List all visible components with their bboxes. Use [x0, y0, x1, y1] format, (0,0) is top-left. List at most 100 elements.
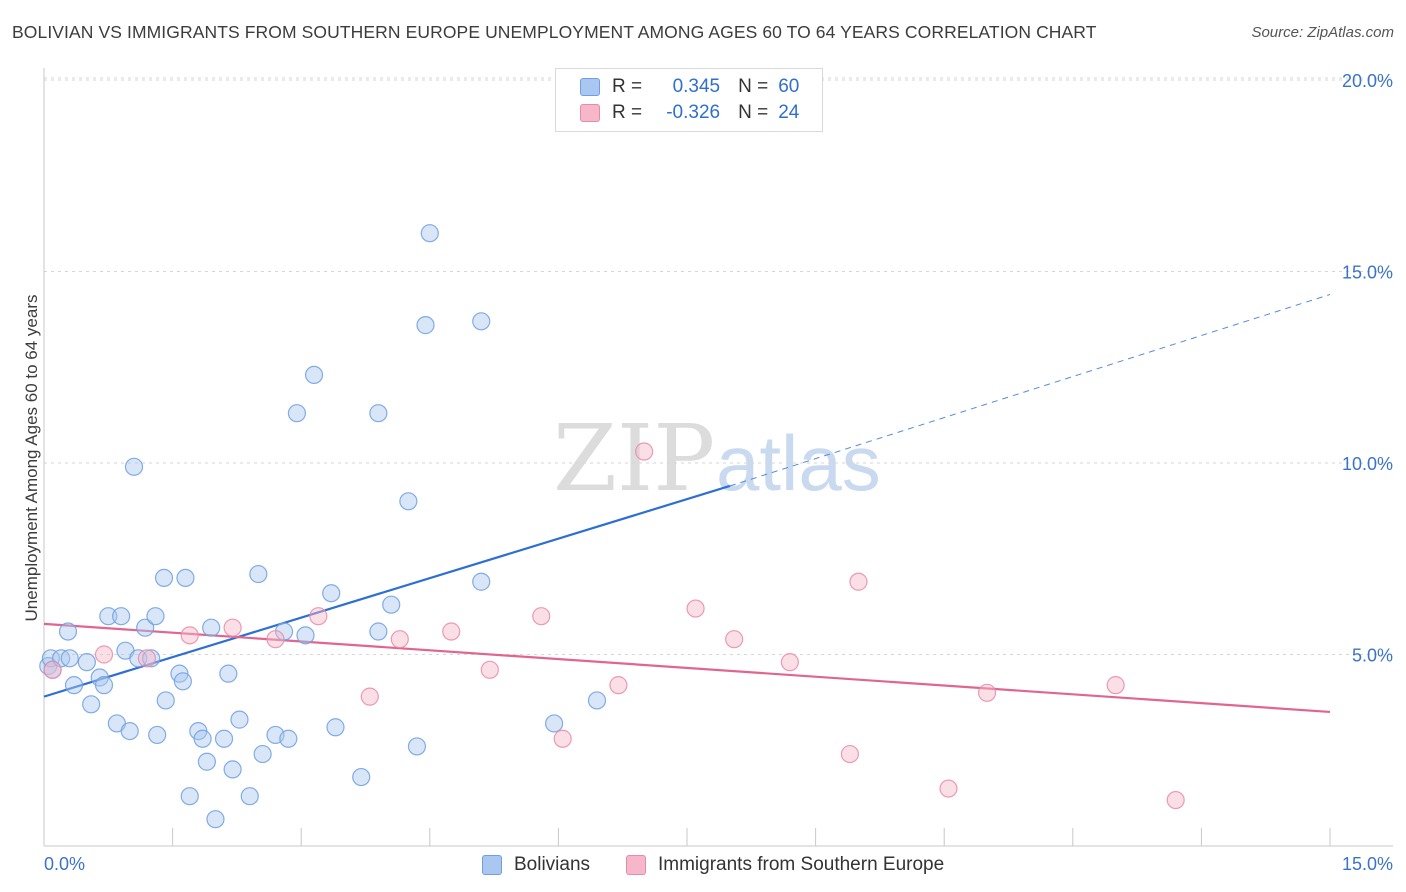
point-bolivians: [249, 564, 268, 584]
legend-r-value: 0.345: [672, 76, 721, 97]
point-bolivians: [60, 649, 79, 668]
trend-line-bolivians-extension: [729, 294, 1331, 487]
point-bolivians: [77, 653, 96, 672]
chart-title: BOLIVIAN VS IMMIGRANTS FROM SOUTHERN EUR…: [12, 22, 1097, 42]
point-bolivians: [173, 672, 192, 691]
point-bolivians: [148, 725, 167, 745]
bottom-legend-swatch-southern-europe: [626, 855, 646, 875]
point-bolivians: [146, 607, 165, 626]
point-bolivians: [206, 810, 225, 829]
point-bolivians: [382, 595, 401, 614]
y-axis-title: Unemployment Among Ages 60 to 64 years: [22, 295, 41, 622]
point-bolivians: [407, 737, 427, 756]
watermark-zip: ZIP: [553, 405, 715, 512]
point-bolivians: [352, 767, 371, 787]
point-bolivians: [176, 568, 195, 588]
legend-n-label: N =: [738, 76, 769, 97]
point-bolivians: [416, 316, 435, 335]
point-bolivians: [296, 626, 315, 645]
point-southern-europe: [780, 653, 799, 672]
point-bolivians: [472, 572, 491, 591]
watermark-atlas: atlas: [716, 419, 881, 507]
bottom-legend-bolivians: Bolivians: [482, 852, 590, 878]
point-bolivians: [587, 691, 607, 710]
point-southern-europe: [1106, 676, 1125, 695]
point-southern-europe: [266, 630, 285, 649]
correlation-legend: R = 0.345 N = 60 R = -0.326 N = 24: [555, 68, 823, 132]
point-bolivians: [142, 649, 161, 668]
legend-row-bolivians: R = 0.345 N = 60: [580, 74, 799, 100]
point-southern-europe: [849, 572, 868, 591]
bottom-legend-label-bolivians: Bolivians: [514, 854, 591, 875]
point-southern-europe: [939, 779, 958, 798]
point-southern-europe: [442, 622, 461, 641]
legend-r-label: R =: [612, 76, 643, 97]
point-southern-europe: [137, 649, 156, 668]
y-tick-label: 20.0%: [1342, 71, 1393, 91]
trend-line-bolivians: [43, 484, 731, 698]
trend-line-southern-europe: [43, 622, 1331, 714]
legend-r-label: R =: [612, 102, 643, 123]
point-bolivians: [279, 729, 298, 748]
bottom-legend-southern-europe: Immigrants from Southern Europe: [626, 852, 944, 878]
tick-labels: 5.0% 10.0% 15.0% 20.0% 0.0% 15.0%: [44, 71, 1393, 874]
point-southern-europe: [840, 744, 859, 764]
point-southern-europe: [725, 630, 744, 649]
point-bolivians: [156, 691, 175, 710]
legend-swatch-bolivians: [580, 78, 600, 96]
axes: [43, 68, 1393, 847]
y-tick-label: 15.0%: [1342, 263, 1393, 283]
legend-swatch-southern-europe: [580, 104, 600, 122]
point-bolivians: [253, 744, 272, 764]
bottom-legend-swatch-bolivians: [482, 855, 502, 875]
point-bolivians: [99, 607, 118, 626]
point-southern-europe: [1166, 790, 1185, 810]
grid: [44, 77, 1393, 655]
point-southern-europe: [480, 660, 499, 679]
legend-row-southern-europe: R = -0.326 N = 24: [580, 100, 799, 126]
point-bolivians: [124, 457, 144, 476]
legend-n-label: N =: [738, 102, 769, 123]
point-bolivians: [193, 729, 212, 748]
point-southern-europe: [977, 683, 997, 702]
point-southern-europe: [635, 442, 654, 461]
point-bolivians: [230, 710, 249, 729]
point-bolivians: [287, 404, 307, 423]
point-bolivians: [369, 404, 388, 423]
data-points: [39, 224, 1185, 829]
point-southern-europe: [94, 645, 114, 664]
point-bolivians: [41, 649, 60, 668]
watermark: ZIP atlas: [553, 405, 881, 512]
point-bolivians: [545, 714, 564, 733]
point-bolivians: [223, 760, 242, 779]
point-southern-europe: [390, 630, 409, 649]
point-southern-europe: [180, 626, 199, 645]
y-tick-label: 10.0%: [1342, 454, 1393, 474]
point-southern-europe: [686, 599, 705, 618]
point-bolivians: [420, 224, 439, 243]
point-southern-europe: [532, 607, 551, 626]
point-bolivians: [120, 721, 139, 741]
point-bolivians: [64, 676, 84, 695]
point-bolivians: [399, 492, 418, 511]
point-bolivians: [180, 787, 199, 806]
point-bolivians: [214, 729, 234, 748]
point-southern-europe: [223, 618, 242, 637]
x-tick-label: 0.0%: [44, 854, 85, 874]
point-bolivians: [58, 622, 78, 641]
point-bolivians: [94, 676, 114, 695]
point-bolivians: [197, 752, 216, 771]
point-bolivians: [304, 365, 324, 385]
point-southern-europe: [609, 676, 628, 695]
point-bolivians: [472, 312, 491, 331]
trend-lines: [43, 294, 1331, 714]
legend-n-value: 24: [778, 102, 800, 123]
legend-n-value: 60: [778, 76, 800, 97]
point-bolivians: [112, 607, 131, 626]
point-bolivians: [154, 568, 174, 588]
bottom-legend-label-southern-europe: Immigrants from Southern Europe: [658, 854, 945, 875]
point-bolivians: [326, 718, 345, 737]
chart-source: Source: ZipAtlas.com: [1251, 24, 1394, 41]
point-southern-europe: [309, 607, 328, 626]
